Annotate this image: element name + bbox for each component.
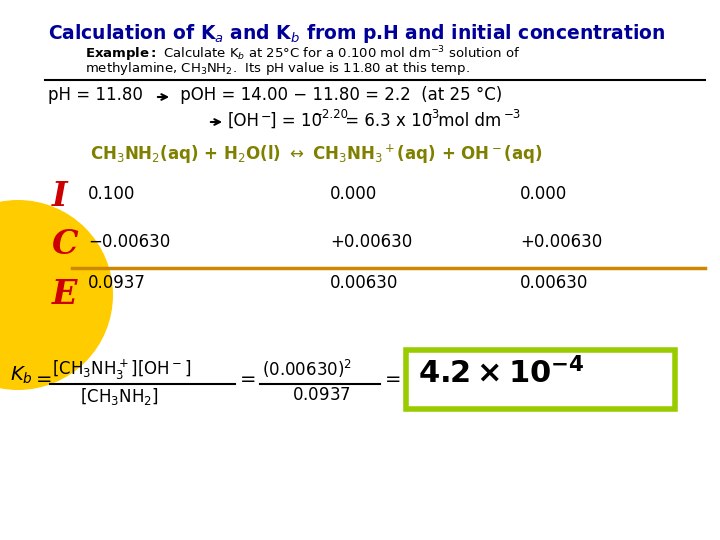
Text: 0.100: 0.100 <box>88 185 135 203</box>
Text: methylamine, CH$_3$NH$_2$.  Its pH value is 11.80 at this temp.: methylamine, CH$_3$NH$_2$. Its pH value … <box>85 60 470 77</box>
Text: pOH = 14.00 − 11.80 = 2.2  (at 25 °C): pOH = 14.00 − 11.80 = 2.2 (at 25 °C) <box>175 86 503 104</box>
Text: +0.00630: +0.00630 <box>330 233 413 251</box>
Text: =: = <box>385 370 402 389</box>
Text: 0.000: 0.000 <box>520 185 567 203</box>
Text: pH = 11.80: pH = 11.80 <box>48 86 148 104</box>
Text: −3: −3 <box>423 108 440 121</box>
Text: CH$_3$NH$_2$(aq) + H$_2$O(l) $\leftrightarrow$ CH$_3$NH$_3$$^+$(aq) + OH$^-$(aq): CH$_3$NH$_2$(aq) + H$_2$O(l) $\leftright… <box>90 143 543 166</box>
Text: $\mathbf{Example:}$ Calculate K$_b$ at 25°C for a 0.100 mol dm$^{-3}$ solution o: $\mathbf{Example:}$ Calculate K$_b$ at 2… <box>85 44 520 64</box>
Text: −: − <box>261 111 271 124</box>
Text: $0.0937$: $0.0937$ <box>292 386 351 404</box>
Text: 0.00630: 0.00630 <box>330 274 398 292</box>
Text: ] = 10: ] = 10 <box>270 112 322 130</box>
Text: E: E <box>52 278 78 311</box>
Text: 0.000: 0.000 <box>330 185 377 203</box>
Text: $K_b$: $K_b$ <box>10 365 33 386</box>
Circle shape <box>0 200 113 390</box>
Text: $[\mathrm{CH_3NH_3^+}][\mathrm{OH^-}]$: $[\mathrm{CH_3NH_3^+}][\mathrm{OH^-}]$ <box>52 358 192 382</box>
Text: [OH: [OH <box>228 112 260 130</box>
Text: −0.00630: −0.00630 <box>88 233 170 251</box>
Text: = 6.3 x 10: = 6.3 x 10 <box>340 112 432 130</box>
Text: $\mathbf{4.2 \times 10^{-4}}$: $\mathbf{4.2 \times 10^{-4}}$ <box>418 357 585 389</box>
Text: mol dm: mol dm <box>433 112 501 130</box>
FancyBboxPatch shape <box>406 350 675 409</box>
Text: =: = <box>36 370 53 389</box>
Text: C: C <box>52 228 78 261</box>
Text: +0.00630: +0.00630 <box>520 233 602 251</box>
Text: −3: −3 <box>504 108 521 121</box>
Text: −2.20: −2.20 <box>313 108 349 121</box>
Text: $[\mathrm{CH_3NH_2}]$: $[\mathrm{CH_3NH_2}]$ <box>80 386 159 407</box>
Text: I: I <box>52 180 68 213</box>
Text: 0.0937: 0.0937 <box>88 274 146 292</box>
Text: 0.00630: 0.00630 <box>520 274 588 292</box>
Text: $\mathrm{(0.00630)^2}$: $\mathrm{(0.00630)^2}$ <box>262 358 352 380</box>
Text: =: = <box>240 370 256 389</box>
Text: Calculation of K$_a$ and K$_b$ from p.H and initial concentration: Calculation of K$_a$ and K$_b$ from p.H … <box>48 22 665 45</box>
